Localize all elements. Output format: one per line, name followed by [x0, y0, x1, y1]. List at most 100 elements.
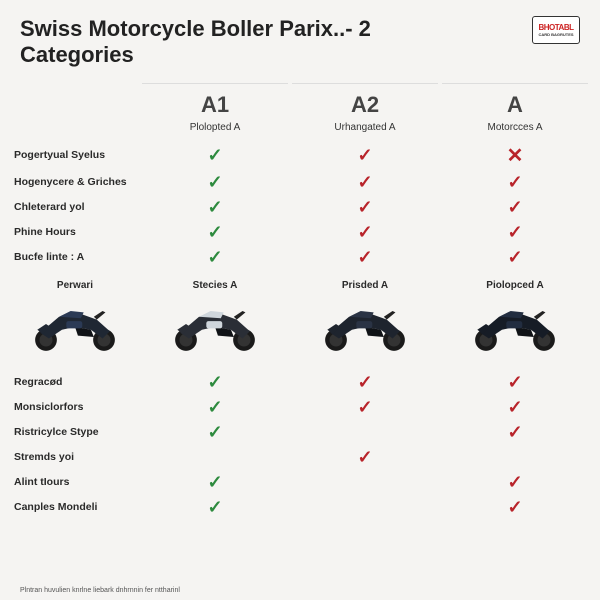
- cell: ✓: [290, 197, 440, 218]
- comparison-table: A1 A2 A Plolopted A Urhangated A Motorcc…: [0, 77, 600, 520]
- cell: ✓: [290, 222, 440, 243]
- bike-icon-3: [444, 295, 586, 353]
- cell: ✓: [290, 397, 440, 418]
- table-row: Bucfe linte : A✓✓✓: [0, 245, 600, 270]
- cell: ✓: [440, 422, 590, 443]
- title-line1: Swiss Motorcycle Boller Parix..- 2: [20, 16, 371, 41]
- title-line2: Categories: [20, 42, 134, 67]
- row-label: Ristricylce Stype: [10, 426, 140, 439]
- check-icon: ✓: [507, 422, 522, 442]
- footer-text: Plntran huvulien knrlne liebark dnhrnnin…: [20, 587, 180, 594]
- cell: ✓: [140, 372, 290, 393]
- check-icon: ✓: [207, 247, 222, 267]
- table-row: Canples Mondeli ✓ ✓: [0, 495, 600, 520]
- table-row: Phine Hours ✓ ✓ ✓: [0, 220, 600, 245]
- bike-cell-2: Prisded A: [290, 280, 440, 358]
- check-icon: ✓: [207, 197, 222, 217]
- table-row: Stremds yoi ✓: [0, 445, 600, 470]
- check-icon: ✓: [507, 197, 522, 217]
- col-sub-a1: Plolopted A: [140, 122, 290, 133]
- table-row: Chleterard yol ✓ ✓ ✓: [0, 195, 600, 220]
- table-row: Ristricylce Stype ✓ ✓: [0, 420, 600, 445]
- bike-cell-3: Piolopced A: [440, 280, 590, 358]
- check-icon: ✓: [357, 222, 372, 242]
- section2-rows: Regracød✓✓✓Monsiclorfors✓✓✓Ristricylce S…: [0, 370, 600, 520]
- table-row: Monsiclorfors✓✓✓: [0, 395, 600, 420]
- cell: ✓: [140, 172, 290, 193]
- check-icon: ✓: [507, 222, 522, 242]
- cell: ✓: [290, 372, 440, 393]
- check-icon: ✓: [207, 145, 222, 165]
- cell: ✓: [290, 247, 440, 268]
- check-icon: ✓: [207, 172, 222, 192]
- column-headers: A1 A2 A: [0, 77, 600, 122]
- column-subheaders: Plolopted A Urhangated A Motorcces A: [0, 122, 600, 141]
- section1-rows: Pogertyual Syelus ✓ ✓ ✕ Hogenycere & Griches…: [0, 141, 600, 270]
- check-icon: ✓: [207, 472, 222, 492]
- check-icon: ✓: [207, 422, 222, 442]
- bike-icon-2: [294, 295, 436, 353]
- check-icon: ✓: [357, 247, 372, 267]
- bike-row: Perwari Stecies A Prisded A Piolopced A: [0, 270, 600, 364]
- row-label: Phine Hours: [10, 226, 140, 239]
- cell: ✓: [440, 372, 590, 393]
- col-header-a1: A1: [142, 83, 288, 118]
- row-label: Hogenycere & Griches: [10, 176, 140, 189]
- logo-text-top: BHOTABL: [538, 23, 573, 32]
- check-icon: ✓: [357, 372, 372, 392]
- cell: ✓: [290, 447, 440, 468]
- header: Swiss Motorcycle Boller Parix..- 2 Categ…: [0, 0, 600, 77]
- cell: ✓: [140, 145, 290, 166]
- cell: ✓: [440, 497, 590, 518]
- row-label: Monsiclorfors: [10, 401, 140, 414]
- cell: ✓: [440, 472, 590, 493]
- check-icon: ✓: [357, 197, 372, 217]
- cell: ✓: [140, 397, 290, 418]
- check-icon: ✓: [507, 497, 522, 517]
- cell: ✓: [140, 222, 290, 243]
- check-icon: ✓: [207, 397, 222, 417]
- check-icon: ✓: [207, 222, 222, 242]
- cell: ✓: [140, 247, 290, 268]
- check-icon: ✓: [357, 145, 372, 165]
- bike-cell-0: Perwari: [10, 280, 140, 358]
- cell: ✓: [440, 197, 590, 218]
- cell: ✓: [140, 197, 290, 218]
- bike-label-3: Piolopced A: [444, 280, 586, 291]
- row-label: Canples Mondeli: [10, 501, 140, 514]
- check-icon: ✓: [207, 497, 222, 517]
- bike-cell-1: Stecies A: [140, 280, 290, 358]
- cell: ✓: [140, 472, 290, 493]
- check-icon: ✓: [357, 172, 372, 192]
- check-icon: ✓: [507, 247, 522, 267]
- check-icon: ✓: [507, 172, 522, 192]
- cell: ✓: [290, 172, 440, 193]
- check-icon: ✓: [507, 372, 522, 392]
- row-label: Stremds yoi: [10, 451, 140, 464]
- bike-label-1: Stecies A: [144, 280, 286, 291]
- cell: ✓: [140, 422, 290, 443]
- cell: ✕: [440, 143, 590, 168]
- table-row: Pogertyual Syelus ✓ ✓ ✕: [0, 141, 600, 170]
- check-icon: ✓: [357, 447, 372, 467]
- check-icon: ✓: [357, 397, 372, 417]
- brand-logo: BHOTABL CARD BAGRUTES: [532, 16, 580, 44]
- row-label: Regracød: [10, 376, 140, 389]
- cell: ✓: [440, 222, 590, 243]
- col-sub-a: Motorcces A: [440, 122, 590, 133]
- table-row: Hogenycere & Griches ✓ ✓ ✓: [0, 170, 600, 195]
- cell: ✓: [140, 497, 290, 518]
- logo-text-bottom: CARD BAGRUTES: [538, 32, 573, 37]
- bike-label-2: Prisded A: [294, 280, 436, 291]
- row-label: Pogertyual Syelus: [10, 149, 140, 162]
- row-label: Chleterard yol: [10, 201, 140, 214]
- col-sub-a2: Urhangated A: [290, 122, 440, 133]
- check-icon: ✓: [207, 372, 222, 392]
- col-header-a: A: [442, 83, 588, 118]
- cross-icon: ✕: [507, 145, 524, 167]
- cell: ✓: [440, 172, 590, 193]
- table-row: Regracød ✓ ✓ ✓: [0, 370, 600, 395]
- page-title: Swiss Motorcycle Boller Parix..- 2 Categ…: [20, 16, 371, 69]
- check-icon: ✓: [507, 472, 522, 492]
- cell: ✓: [290, 145, 440, 166]
